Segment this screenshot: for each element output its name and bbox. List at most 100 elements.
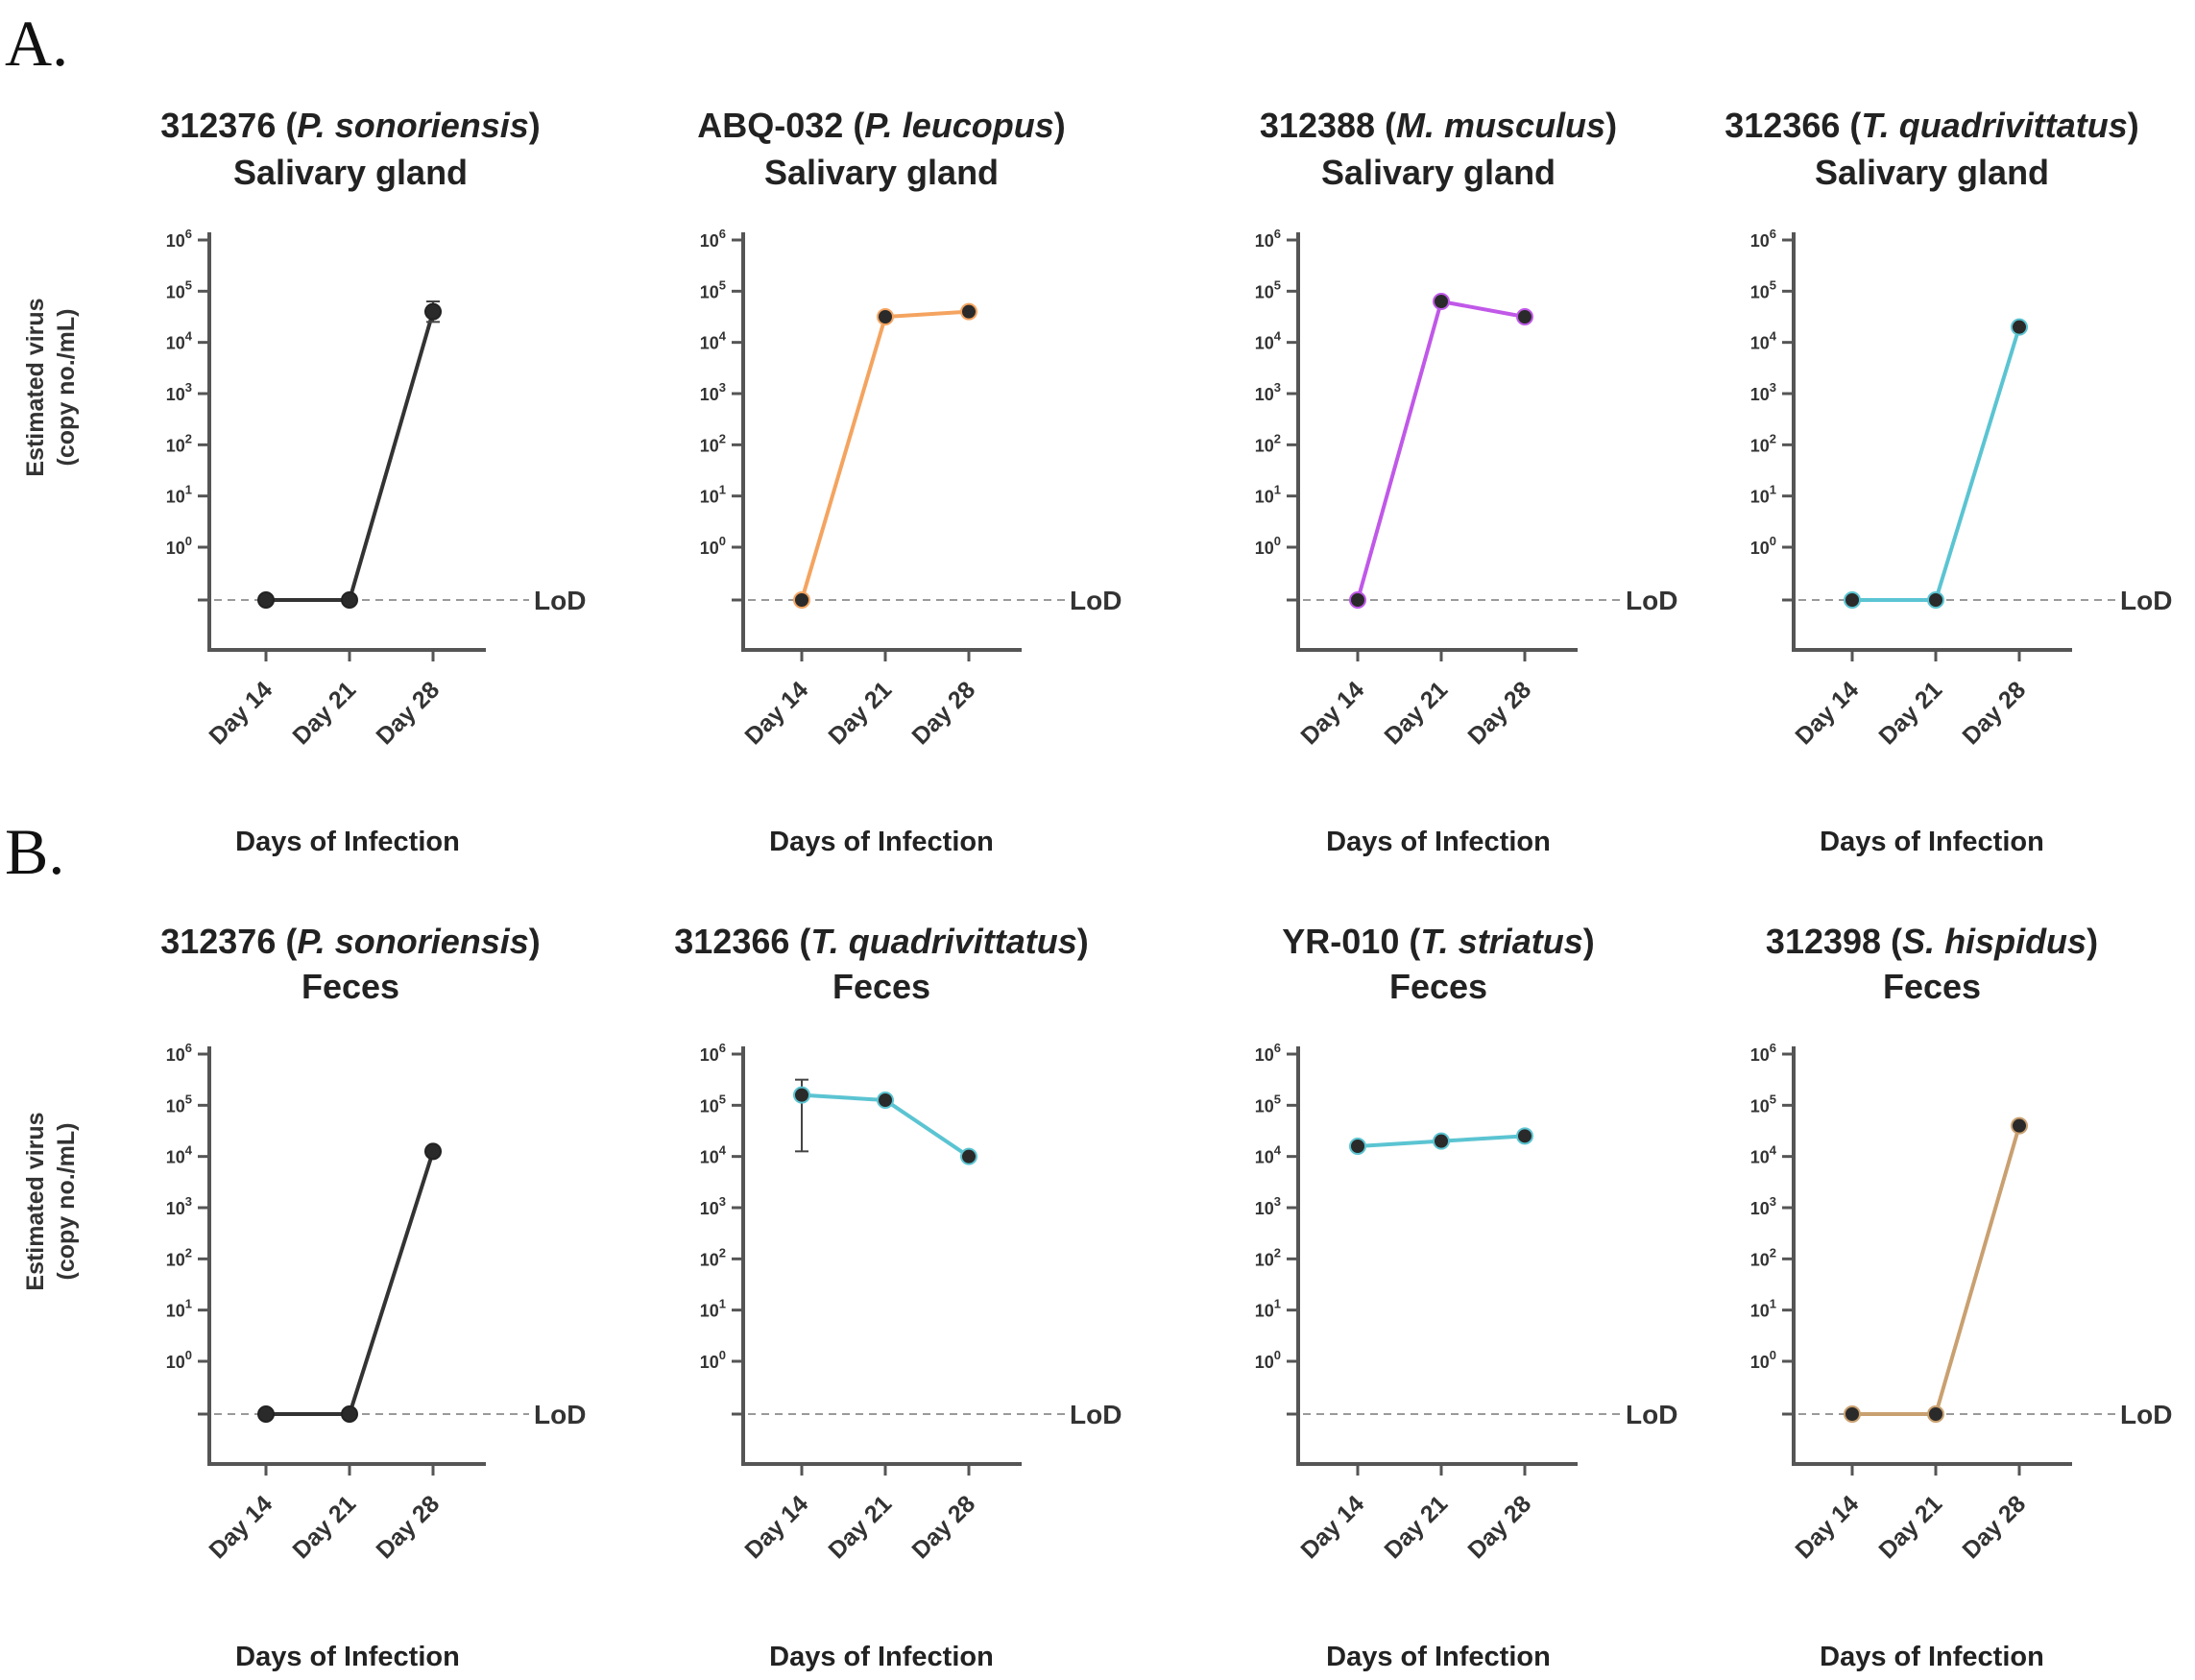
x-tick-label: Day 21 [287,1490,361,1564]
y-tick-exponent: 3 [719,1194,726,1209]
y-tick-exponent: 2 [185,1245,192,1260]
y-tick-exponent: 2 [1770,1245,1776,1260]
y-tick-base: 10 [1255,1302,1274,1321]
y-tick-base: 10 [700,1045,719,1065]
y-tick-label: 100 [1255,1348,1281,1372]
panel-sample-label: Salivary gland [1321,153,1556,192]
y-tick-label: 100 [1255,534,1281,558]
y-tick-exponent: 4 [719,1143,727,1158]
y-tick-base: 10 [166,1199,185,1218]
data-point [1349,1138,1366,1155]
y-tick-label: 106 [166,1041,192,1065]
data-point [960,302,977,321]
x-tick-label: Day 21 [287,676,361,750]
x-tick-label: Day 21 [823,1490,897,1564]
sample-id: 312376 ( [160,922,297,961]
y-tick-base: 10 [700,1302,719,1321]
chart-panel: 312388 (M. musculus)Salivary gland100101… [1255,106,1678,857]
y-tick-label: 102 [166,431,192,455]
chart-panel: 312376 (P. sonoriensis)Feces100101102103… [160,922,586,1672]
y-tick-exponent: 5 [719,1092,726,1106]
y-tick-base: 10 [166,539,185,558]
y-tick-base: 10 [700,488,719,507]
species-name: T. quadrivittatus [810,922,1076,961]
data-point [877,308,894,325]
x-tick-label: Day 14 [204,1490,277,1564]
x-tick-label: Day 28 [1462,676,1536,750]
y-tick-exponent: 4 [1770,329,1777,344]
y-tick-base: 10 [700,385,719,404]
panel-sample-label: Feces [1389,967,1487,1006]
data-point [2011,318,2028,336]
y-tick-label: 102 [1255,431,1281,455]
data-point [1433,1132,1450,1150]
y-tick-exponent: 6 [185,1041,192,1055]
y-tick-label: 100 [700,534,726,558]
x-tick-label: Day 21 [1379,1490,1453,1564]
y-tick-base: 10 [1750,1250,1770,1269]
y-tick-base: 10 [700,282,719,301]
y-tick-exponent: 5 [185,1092,192,1106]
species-name: P. sonoriensis [297,106,528,145]
y-tick-exponent: 2 [1770,431,1776,445]
y-tick-exponent: 2 [1274,431,1281,445]
title-paren: ) [1583,922,1595,961]
y-tick-label: 106 [700,1041,726,1065]
data-point [1433,293,1450,310]
y-tick-label: 101 [1750,483,1776,507]
y-tick-label: 101 [166,483,192,507]
y-tick-base: 10 [1255,1045,1274,1065]
y-tick-base: 10 [1750,539,1770,558]
x-tick-label: Day 14 [1790,1490,1864,1564]
y-tick-base: 10 [1750,282,1770,301]
y-tick-base: 10 [1750,436,1770,455]
y-tick-base: 10 [700,1250,719,1269]
panel-sample-label: Salivary gland [1815,153,2049,192]
y-tick-label: 106 [1255,1041,1281,1065]
y-tick-label: 105 [166,277,192,301]
y-tick-exponent: 2 [719,431,726,445]
y-tick-exponent: 4 [185,1143,193,1158]
panel-sample-label: Feces [832,967,930,1006]
y-tick-base: 10 [700,231,719,251]
y-tick-label: 104 [700,329,727,353]
sample-id: 312376 ( [160,106,297,145]
x-tick-label: Day 28 [371,1490,445,1564]
y-tick-exponent: 6 [1770,227,1776,241]
x-axis-title: Days of Infection [1820,1642,2044,1672]
y-tick-label: 101 [1750,1297,1776,1321]
y-tick-label: 102 [1750,1245,1776,1269]
y-tick-base: 10 [1255,231,1274,251]
y-tick-base: 10 [1255,1096,1274,1116]
y-tick-base: 10 [1750,1148,1770,1167]
panel-title: 312366 (T. quadrivittatus) [674,922,1088,961]
title-paren: ) [529,106,541,145]
y-tick-label: 104 [166,1143,193,1167]
y-tick-base: 10 [1255,436,1274,455]
y-tick-exponent: 0 [719,1348,726,1362]
y-tick-base: 10 [700,436,719,455]
data-point [424,302,442,321]
y-tick-base: 10 [166,1045,185,1065]
y-tick-label: 105 [1750,277,1776,301]
data-point [341,1405,358,1423]
y-tick-base: 10 [166,488,185,507]
x-tick-label: Day 14 [1295,1490,1369,1564]
lod-label: LoD [1626,586,1677,615]
y-tick-exponent: 5 [185,277,192,292]
y-tick-base: 10 [166,1148,185,1167]
y-tick-base: 10 [1255,488,1274,507]
y-tick-label: 103 [700,1194,726,1218]
y-tick-exponent: 4 [1770,1143,1777,1158]
panel-title: 312398 (S. hispidus) [1766,922,2098,961]
y-tick-exponent: 6 [1274,227,1281,241]
species-name: M. musculus [1396,106,1605,145]
y-tick-base: 10 [700,1148,719,1167]
y-tick-base: 10 [166,436,185,455]
y-tick-exponent: 5 [1274,277,1281,292]
y-tick-base: 10 [166,1250,185,1269]
y-tick-exponent: 6 [1770,1041,1776,1055]
x-tick-label: Day 21 [1873,1490,1947,1564]
y-tick-base: 10 [1750,488,1770,507]
sample-id: YR-010 ( [1282,922,1420,961]
